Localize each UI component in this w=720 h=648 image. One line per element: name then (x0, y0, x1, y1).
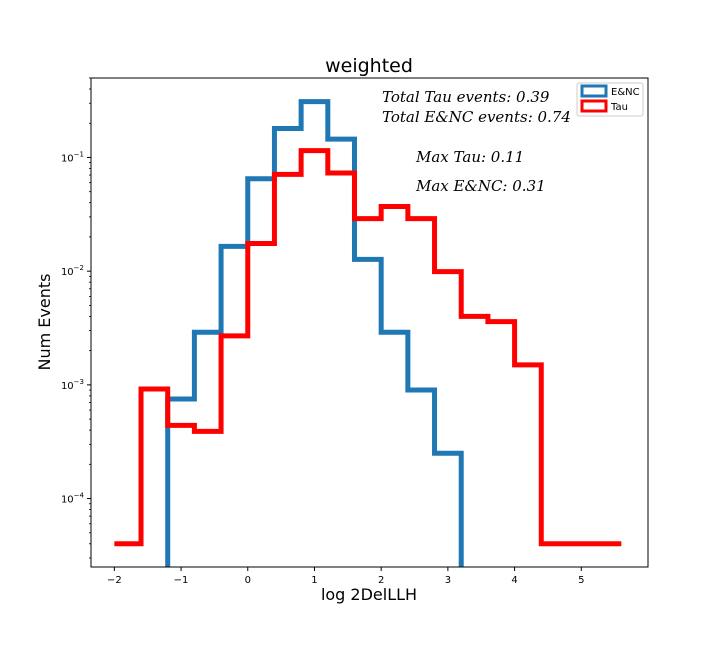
annotation-max-tau: Max Tau: 0.11 (415, 148, 524, 166)
series-line-enc (165, 99, 464, 567)
legend-label-tau: Tau (610, 102, 628, 113)
y-tick-label: 10−1 (61, 150, 84, 164)
y-tick-label: 10−2 (61, 264, 84, 278)
x-axis-label: log 2DelLLH (321, 585, 417, 604)
y-tick-label: 10−3 (61, 378, 84, 392)
annotation-total-tau: Total Tau events: 0.39 (382, 88, 550, 106)
x-tick-label: 0 (245, 575, 251, 586)
legend: E&NC Tau (576, 82, 644, 117)
legend-box (576, 82, 644, 117)
x-tick-label: 4 (511, 575, 517, 586)
y-axis-label: Num Events (35, 274, 54, 371)
x-tick-label: 5 (578, 575, 584, 586)
legend-swatch-tau (580, 99, 608, 113)
axis-ticks: −2 −1 0 1 2 3 4 5 10−4 10−3 10−2 10−1 (61, 77, 584, 586)
legend-swatch-enc (580, 84, 608, 98)
series-line-tau (114, 148, 622, 547)
x-tick-label: −2 (107, 575, 122, 586)
plot-area (90, 77, 649, 568)
annotation-total-enc: Total E&NC events: 0.74 (382, 108, 571, 126)
annotation-max-enc: Max E&NC: 0.31 (415, 177, 546, 195)
chart-title: weighted (325, 55, 413, 77)
legend-label-enc: E&NC (611, 87, 640, 98)
x-tick-label: 2 (378, 575, 384, 586)
annotations: Total Tau events: 0.39 Total E&NC events… (382, 88, 571, 195)
y-tick-label: 10−4 (61, 492, 85, 506)
x-tick-label: 3 (445, 575, 451, 586)
x-tick-label: 1 (311, 575, 317, 586)
plot-frame (90, 77, 649, 568)
x-tick-label: −1 (174, 575, 189, 586)
